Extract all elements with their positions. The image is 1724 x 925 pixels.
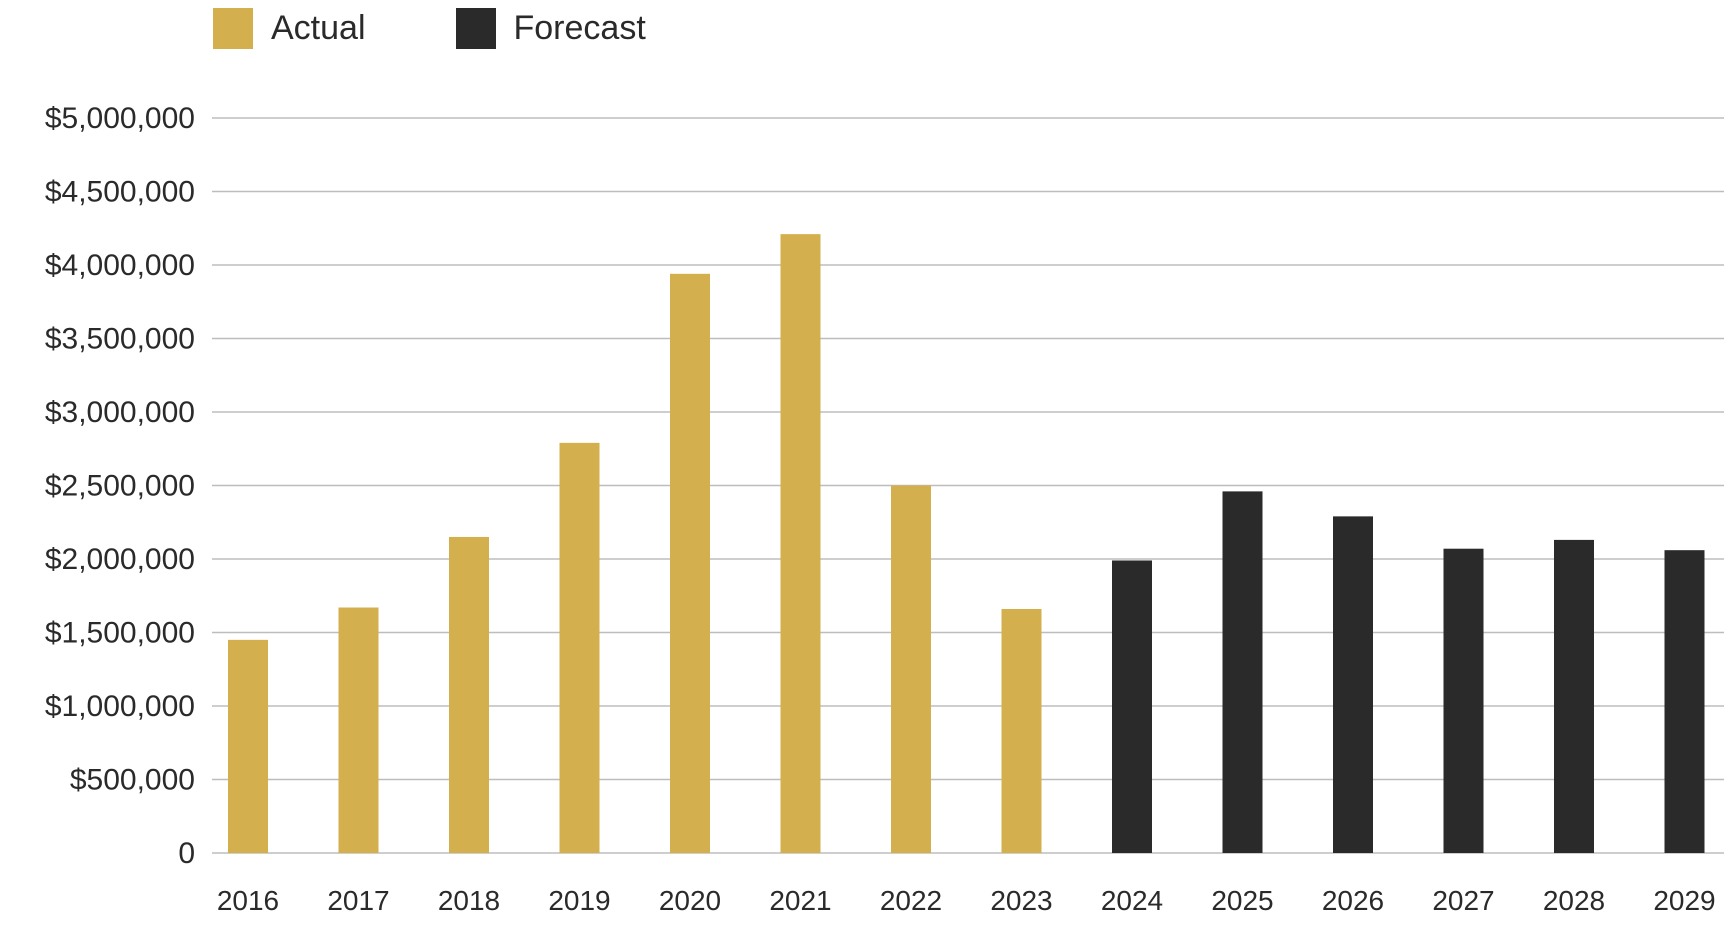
x-tick-label: 2023 <box>990 885 1052 916</box>
bar-actual-2019 <box>559 442 600 853</box>
y-tick-label: $5,000,000 <box>45 102 195 135</box>
x-tick-label: 2019 <box>548 885 610 916</box>
x-tick-label: 2016 <box>217 885 279 916</box>
bar-forecast-2029 <box>1664 550 1705 853</box>
y-tick-label: $3,500,000 <box>45 323 195 356</box>
x-tick-label: 2017 <box>327 885 389 916</box>
legend-item-forecast: Forecast <box>455 8 646 49</box>
y-tick-label: $500,000 <box>70 764 195 797</box>
y-tick-label: $2,500,000 <box>45 470 195 503</box>
bar-actual-2020 <box>670 273 710 853</box>
x-tick-label: 2018 <box>438 885 500 916</box>
y-tick-label: 0 <box>178 837 195 870</box>
bar-forecast-2025 <box>1222 491 1263 853</box>
bar-forecast-2026 <box>1333 516 1373 853</box>
x-tick-label: 2025 <box>1211 885 1273 916</box>
x-tick-label: 2020 <box>659 885 721 916</box>
y-tick-label: $4,500,000 <box>45 176 195 209</box>
legend-item-actual: Actual <box>213 8 366 49</box>
bar-actual-2018 <box>449 536 489 853</box>
bar-actual-2016 <box>228 639 268 853</box>
bar-actual-2023 <box>1001 608 1042 853</box>
bar-forecast-2028 <box>1554 539 1594 853</box>
x-tick-label: 2026 <box>1322 885 1384 916</box>
bar-forecast-2024 <box>1112 560 1152 853</box>
y-tick-label: $2,000,000 <box>45 543 195 576</box>
legend-label-actual: Actual <box>271 9 366 47</box>
bar-forecast-2027 <box>1443 548 1484 853</box>
y-tick-label: $1,500,000 <box>45 617 195 650</box>
x-tick-label: 2021 <box>769 885 831 916</box>
x-tick-label: 2028 <box>1543 885 1605 916</box>
x-tick-label: 2027 <box>1432 885 1494 916</box>
bar-actual-2021 <box>780 234 821 853</box>
bar-actual-2022 <box>891 485 931 853</box>
x-tick-label: 2029 <box>1653 885 1715 916</box>
legend-label-forecast: Forecast <box>513 9 646 47</box>
x-tick-label: 2024 <box>1101 885 1163 916</box>
y-tick-label: $4,000,000 <box>45 249 195 282</box>
chart-legend: Actual Forecast <box>213 8 736 49</box>
legend-swatch-forecast <box>455 8 496 49</box>
bar-actual-2017 <box>338 607 379 853</box>
y-tick-label: $1,000,000 <box>45 690 195 723</box>
x-tick-label: 2022 <box>880 885 942 916</box>
legend-swatch-actual <box>213 8 253 49</box>
y-tick-label: $3,000,000 <box>45 396 195 429</box>
